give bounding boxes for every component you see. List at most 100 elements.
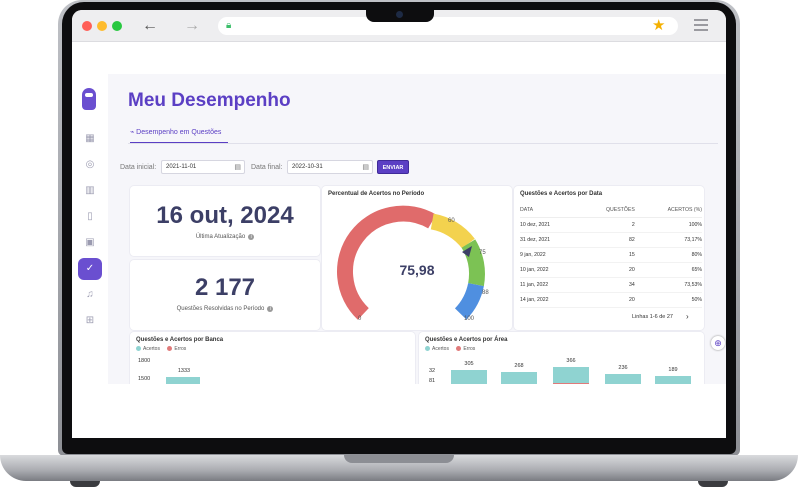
cell-accuracy: 65% (634, 262, 702, 278)
table-row: 10 dez, 2021 2 100% (520, 217, 702, 233)
cell-accuracy: 73,53% (634, 277, 702, 293)
column-header-data[interactable]: DATA (520, 204, 579, 218)
page-top-strip (72, 42, 726, 74)
tab-icon: ⌁ (130, 129, 137, 136)
address-bar[interactable]: 🔒︎ (218, 17, 678, 35)
close-window-button[interactable] (82, 21, 92, 31)
cell-questions: 34 (578, 277, 635, 293)
document-icon[interactable]: ▯ (87, 211, 93, 222)
cell-questions: 20 (578, 262, 635, 278)
maximize-window-button[interactable] (112, 21, 122, 31)
column-header-questoes[interactable]: QUESTÕES (578, 204, 635, 218)
last-update-value: 16 out, 2024 (156, 202, 294, 229)
gauge-tick-0: 0 (358, 316, 362, 322)
start-date-label: Data inicial: (120, 164, 157, 171)
legend-label: Erros (174, 346, 187, 352)
table-row: 14 jan, 2022 20 50% (520, 292, 702, 308)
y-tick-label: 1800 (138, 358, 151, 364)
gauge-card: Percentual de Acertos no Período 75,98 0… (322, 186, 512, 330)
sidebar: ▦ ◎ ▥ ▯ ▣ ✓ ♫ ⊞ (72, 74, 108, 438)
legend-label: Acertos (143, 346, 160, 352)
banca-chart-legend: Acertos Erros (136, 346, 192, 352)
calendar-icon[interactable]: ▤ (362, 164, 369, 171)
performance-check-icon[interactable]: ✓ (78, 258, 102, 280)
laptop-base-notch (344, 455, 454, 463)
cell-accuracy: 50% (634, 292, 702, 308)
forward-arrow-icon[interactable]: → (184, 17, 200, 34)
bar-value-label: 236 (618, 365, 628, 371)
legend-item-erros[interactable]: Erros (167, 346, 186, 352)
y-tick-label: 1500 (138, 376, 151, 382)
gauge-tick-88: 88 (482, 290, 489, 296)
calendar-icon[interactable]: ▤ (234, 164, 241, 171)
table-row: 11 jan, 2022 34 73,53% (520, 277, 702, 293)
lock-icon: 🔒︎ (226, 20, 232, 31)
bar-value-label: 268 (514, 363, 524, 369)
browser-menu-icon[interactable] (694, 19, 708, 31)
legend-label: Erros (463, 346, 476, 352)
cell-accuracy: 80% (634, 247, 702, 263)
bar-value-label: 1333 (177, 368, 191, 374)
start-date-value: 2021-11-01 (166, 164, 197, 170)
y-tick-label: 81 (429, 378, 436, 384)
gauge-chart (337, 205, 485, 320)
legend-item-acertos[interactable]: Acertos (425, 346, 449, 352)
legend-label: Acertos (432, 346, 449, 352)
cell-questions: 82 (578, 232, 635, 248)
banca-chart-title: Questões e Acertos por Banca (136, 337, 224, 343)
legend-item-erros[interactable]: Erros (456, 346, 475, 352)
cell-accuracy: 100% (634, 217, 702, 233)
camera-icon (396, 11, 403, 18)
info-icon[interactable]: i (267, 306, 274, 312)
resolved-questions-value: 2 177 (194, 274, 256, 301)
last-update-label: Última Atualização (195, 234, 246, 240)
bar-acertos[interactable] (501, 372, 537, 384)
gauge-title: Percentual de Acertos no Período (328, 191, 425, 197)
music-icon[interactable]: ♫ (86, 289, 94, 300)
book-icon[interactable]: ▥ (85, 185, 95, 196)
bookmark-star-icon[interactable]: ★ (652, 17, 666, 34)
back-arrow-icon[interactable]: ← (142, 17, 158, 34)
web-page: ▦ ◎ ▥ ▯ ▣ ✓ ♫ ⊞ Meu Desempenho ⌁ Desempe… (72, 42, 726, 438)
column-header-acertos[interactable]: ACERTOS (%) (634, 204, 702, 218)
bar-acertos[interactable] (553, 367, 589, 383)
y-tick-label: 32 (429, 368, 436, 374)
camera-notch (366, 8, 434, 22)
start-date-field[interactable]: 2021-11-01 ▤ (161, 160, 245, 174)
main-content: Meu Desempenho ⌁ Desempenho em Questões … (108, 74, 726, 438)
laptop-foot-right (698, 481, 728, 487)
submit-button[interactable]: ENVIAR (377, 160, 409, 174)
cell-questions: 20 (578, 292, 635, 308)
date-table: DATA QUESTÕES ACERTOS (%) 10 dez, 2021 2 1… (520, 204, 702, 308)
clipboard-icon[interactable]: ▣ (85, 237, 95, 248)
bar-acertos[interactable] (451, 370, 487, 384)
language-globe-icon[interactable]: ⊕ (711, 336, 725, 350)
end-date-value: 2022-10-31 (292, 164, 323, 170)
page-bottom-fade (72, 384, 726, 438)
resolved-questions-caption: Questões Resolvidas no Período i (130, 306, 320, 312)
end-date-field[interactable]: 2022-10-31 ▤ (287, 160, 373, 174)
cell-date: 14 jan, 2022 (520, 292, 579, 308)
bar-acertos[interactable] (605, 374, 641, 384)
info-icon[interactable]: i (248, 234, 255, 240)
minimize-window-button[interactable] (97, 21, 107, 31)
dashboard-icon[interactable]: ▦ (85, 133, 95, 144)
table-row: 31 dez, 2021 82 73,17% (520, 232, 702, 248)
bar-acertos[interactable] (655, 376, 691, 384)
cart-icon[interactable]: ⊞ (85, 315, 95, 326)
app-logo[interactable] (82, 88, 96, 110)
legend-item-acertos[interactable]: Acertos (136, 346, 160, 352)
bar-value-label: 305 (464, 361, 474, 367)
next-page-chevron-icon[interactable]: › (686, 312, 689, 321)
cell-date: 10 dez, 2021 (520, 217, 579, 233)
cell-questions: 15 (578, 247, 635, 263)
last-update-card: 16 out, 2024 Última Atualização i (130, 186, 320, 256)
table-row: 10 jan, 2022 20 65% (520, 262, 702, 278)
tab-desempenho-questoes[interactable]: ⌁ Desempenho em Questões (130, 128, 228, 144)
gauge-tick-75: 75 (479, 250, 486, 256)
last-update-caption: Última Atualização i (130, 234, 320, 240)
resolved-questions-card: 2 177 Questões Resolvidas no Período i (130, 260, 320, 330)
target-icon[interactable]: ◎ (85, 159, 95, 170)
tab-divider (128, 143, 718, 144)
gauge-needle-icon (462, 246, 472, 257)
